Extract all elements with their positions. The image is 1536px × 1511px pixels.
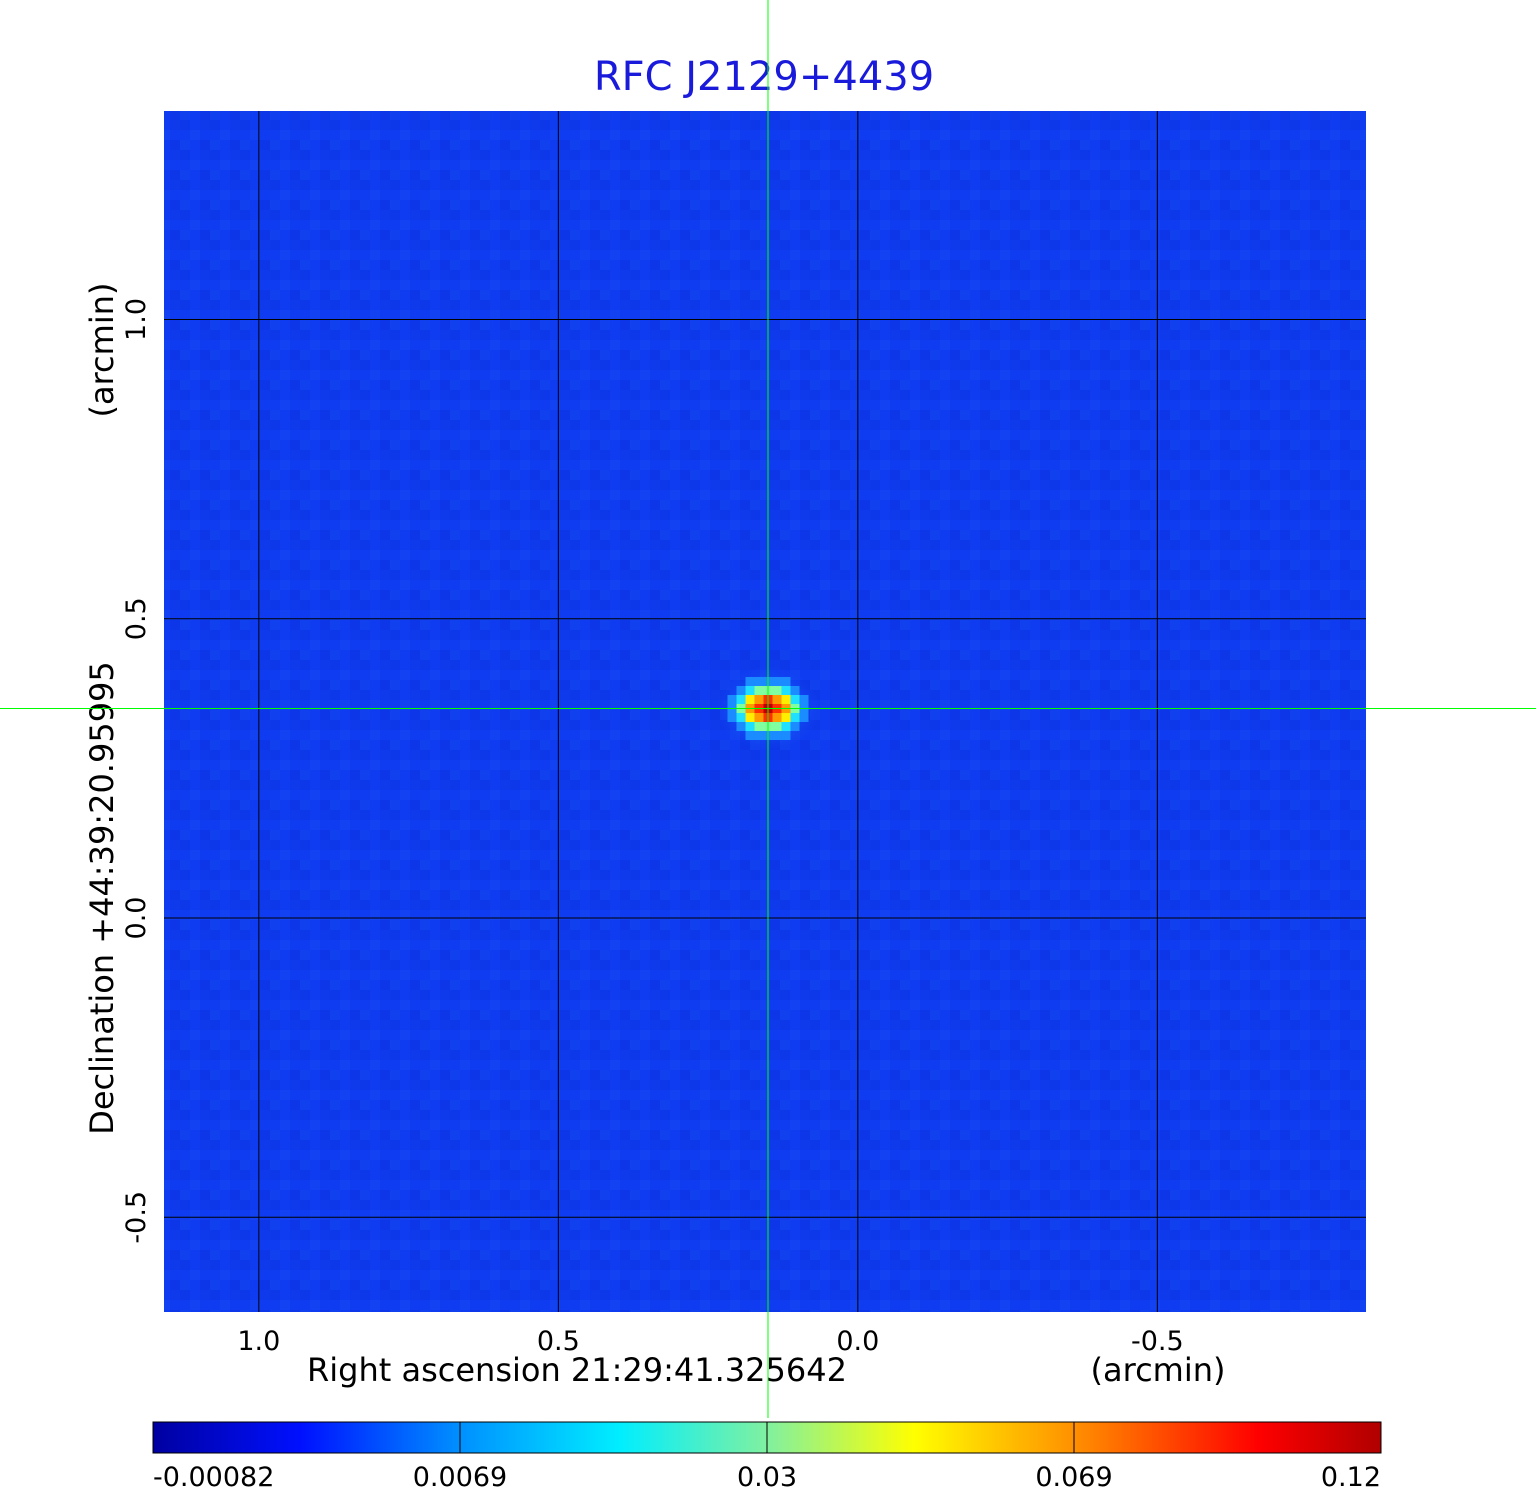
x-tick-labels: 1.0 0.5 0.0 -0.5 [237,1326,1183,1357]
y-axis-unit: (arcmin) [83,283,121,418]
y-tick-label: -0.5 [121,1191,152,1244]
source-pixel [772,695,782,705]
source-pixel [736,686,746,696]
source-pixel [790,722,800,732]
source-pixel [799,713,809,723]
source-pixel [781,677,791,687]
source-pixel [781,731,791,741]
source-pixel [781,686,791,696]
source-pixel [736,722,746,732]
source-pixel [790,713,800,723]
source-pixel [772,713,782,723]
y-tick-label: 0.5 [121,597,152,640]
colorbar-tick-label: 0.069 [1035,1462,1112,1493]
y-axis-label: Declination +44:39:20.95995 [83,661,121,1135]
source-pixel [754,695,764,705]
x-tick-label: 0.0 [836,1326,879,1357]
source-pixel [727,713,737,723]
source-pixel [781,695,791,705]
colorbar-tick-label: 0.12 [1321,1462,1381,1493]
source-pixel [754,713,764,723]
source-pixel [754,731,764,741]
x-axis-label: Right ascension 21:29:41.325642 [307,1351,847,1389]
colorbar-ticks: -0.00082 0.0069 0.03 0.069 0.12 [153,1422,1381,1493]
source-pixel [736,695,746,705]
source-pixel [799,695,809,705]
plot-title: RFC J2129+4439 [594,54,934,100]
colorbar-tick-label: 0.0069 [413,1462,507,1493]
source-pixel [736,713,746,723]
source-pixel [754,677,764,687]
y-tick-label: 0.0 [121,897,152,940]
x-axis-unit: (arcmin) [1091,1351,1226,1389]
y-tick-label: 1.0 [121,298,152,341]
source-pixel [727,695,737,705]
source-pixel [781,722,791,732]
source-pixel [781,713,791,723]
coordinate-grid [163,110,1367,1313]
source-pixel [745,695,755,705]
source-pixel [745,713,755,723]
source-pixel [745,677,755,687]
source-pixel [772,677,782,687]
x-tick-label: 1.0 [237,1326,280,1357]
source-pixel [790,695,800,705]
source-pixel [772,731,782,741]
source-pixel [790,686,800,696]
source-pixel [772,722,782,732]
source-pixel [745,686,755,696]
colorbar-tick-label: -0.00082 [153,1462,274,1493]
source-pixel [754,686,764,696]
source-pixel [772,686,782,696]
colorbar-tick-label: 0.03 [737,1462,797,1493]
crosshair [0,0,1536,1418]
source-pixel [745,731,755,741]
plot-frame [162,109,1368,1314]
y-tick-labels: 1.0 0.5 0.0 -0.5 [121,298,152,1244]
source-pixel [754,722,764,732]
x-tick-label: 0.5 [537,1326,580,1357]
x-tick-label: -0.5 [1131,1326,1184,1357]
source-pixel [745,722,755,732]
